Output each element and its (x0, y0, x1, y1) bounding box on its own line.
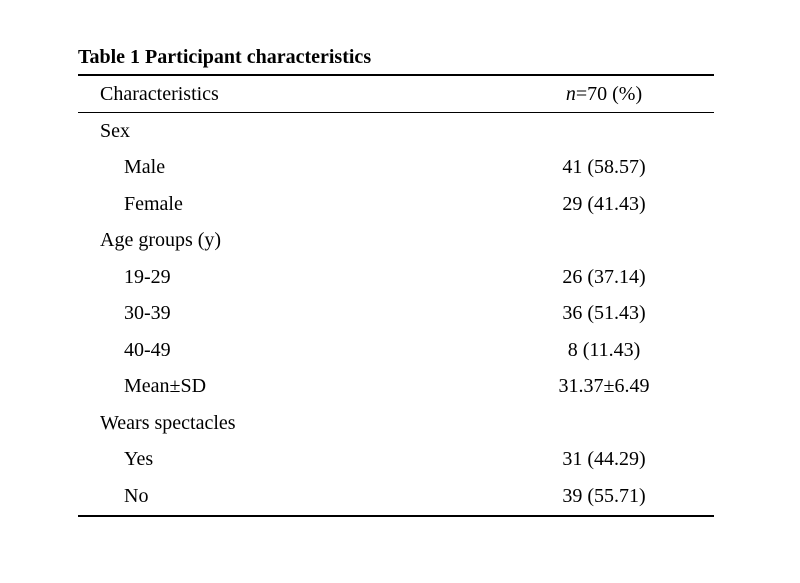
table-row: Male 41 (58.57) (78, 150, 714, 187)
header-n-italic: n (565, 82, 576, 105)
row-label: Yes (124, 448, 154, 471)
row-value: 8 (11.43) (567, 338, 641, 361)
row-label: 40-49 (124, 338, 171, 361)
table-row: Age groups (y) (78, 223, 714, 260)
row-value: 31.37±6.49 (558, 375, 650, 398)
row-value: 41 (58.57) (562, 156, 646, 179)
participant-characteristics-table: Characteristics n=70 (%) Sex Male 41 (58… (78, 74, 714, 517)
row-label: 30-39 (124, 302, 171, 325)
row-value: 31 (44.29) (562, 448, 646, 471)
row-label: Age groups (y) (100, 229, 222, 252)
table-row: Wears spectacles (78, 405, 714, 442)
table-row: 30-39 36 (51.43) (78, 296, 714, 333)
table-row: 19-29 26 (37.14) (78, 259, 714, 296)
row-label: Female (124, 192, 183, 215)
header-n-rest: =70 (%) (575, 82, 643, 105)
table-row: 40-49 8 (11.43) (78, 332, 714, 369)
row-value (494, 405, 714, 442)
row-label: Sex (100, 119, 130, 142)
table-header-row: Characteristics n=70 (%) (78, 75, 714, 113)
row-value: 26 (37.14) (562, 265, 646, 288)
row-value (494, 113, 714, 150)
row-value: 29 (41.43) (562, 192, 646, 215)
row-value: 39 (55.71) (562, 484, 646, 507)
table-row: Female 29 (41.43) (78, 186, 714, 223)
table-row: Sex (78, 113, 714, 150)
row-value (494, 223, 714, 260)
row-value: 36 (51.43) (562, 302, 646, 325)
table-title: Table 1 Participant characteristics (78, 46, 372, 68)
row-label: 19-29 (124, 265, 171, 288)
row-label: Wears spectacles (100, 411, 236, 434)
row-label: Male (124, 156, 166, 179)
header-n: n=70 (%) (494, 75, 714, 113)
header-characteristics: Characteristics (100, 82, 219, 105)
row-label: No (124, 484, 149, 507)
table-row: Mean±SD 31.37±6.49 (78, 369, 714, 406)
row-label: Mean±SD (124, 375, 207, 398)
participant-table-container: Table 1 Participant characteristics Char… (78, 44, 714, 517)
table-row: Yes 31 (44.29) (78, 442, 714, 479)
table-row: No 39 (55.71) (78, 478, 714, 516)
